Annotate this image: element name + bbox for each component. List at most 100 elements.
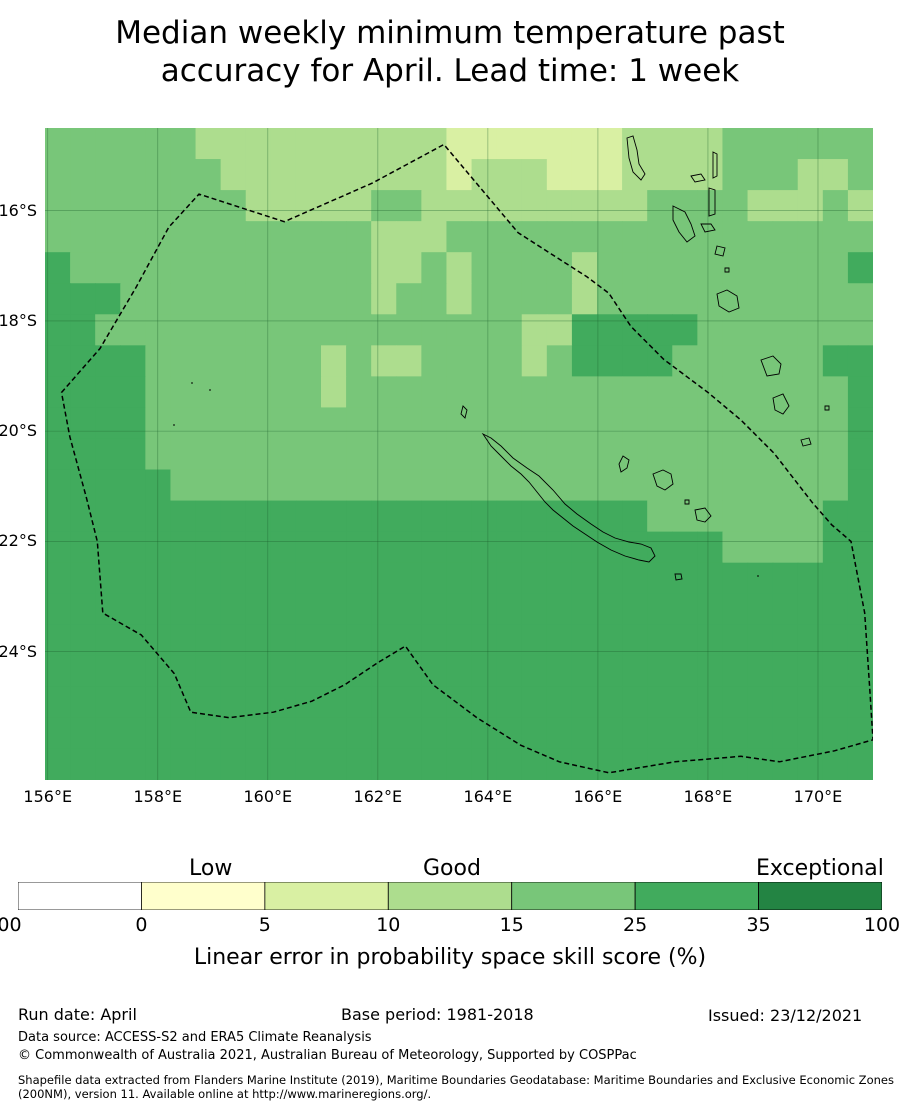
skill-cell <box>496 190 523 222</box>
skill-cell <box>95 686 121 719</box>
skill-cell <box>622 748 648 780</box>
colorbar-segment <box>264 882 389 910</box>
skill-cell <box>120 283 146 315</box>
skill-cell <box>722 531 749 564</box>
skill-cell <box>647 128 673 160</box>
skill-cell <box>546 717 573 750</box>
skill-cell <box>396 438 422 471</box>
skill-cell <box>195 686 222 719</box>
skill-cell <box>120 655 146 688</box>
skill-cell <box>847 748 873 780</box>
skill-cell <box>597 686 623 719</box>
skill-cell <box>597 159 623 191</box>
skill-cell <box>622 376 648 409</box>
skill-cell <box>772 717 799 750</box>
skill-cell <box>647 531 673 564</box>
skill-cell <box>772 500 799 533</box>
skill-cell <box>571 655 598 688</box>
colorbar <box>18 882 882 910</box>
skill-cell <box>722 345 749 377</box>
skill-cell <box>120 686 146 719</box>
skill-cell <box>270 252 297 284</box>
skill-cell <box>45 624 71 657</box>
skill-cell <box>295 190 322 222</box>
skill-cell <box>647 469 673 502</box>
skill-cell <box>70 345 96 377</box>
skill-cell <box>772 469 799 502</box>
skill-cell <box>421 407 448 440</box>
skill-cell <box>120 438 146 471</box>
skill-cell <box>697 748 724 780</box>
skill-cell <box>195 221 222 253</box>
skill-cell <box>847 345 873 377</box>
skill-cell <box>622 562 648 595</box>
skill-cell <box>145 655 172 688</box>
skill-cell <box>245 593 272 626</box>
skill-cell <box>446 686 473 719</box>
skill-cell <box>847 128 873 160</box>
skill-cell <box>722 748 749 780</box>
skill-cell <box>371 500 397 533</box>
skill-cell <box>847 593 873 626</box>
skill-cell <box>597 655 623 688</box>
skill-cell <box>521 686 548 719</box>
skill-cell <box>346 531 372 564</box>
skill-cell <box>95 469 121 502</box>
skill-cell <box>521 748 548 780</box>
skill-cell <box>471 190 498 222</box>
skill-cell <box>120 593 146 626</box>
skill-cell <box>471 159 498 191</box>
skill-cell <box>546 128 573 160</box>
skill-cell <box>521 407 548 440</box>
skill-cell <box>95 500 121 533</box>
skill-cell <box>295 283 322 315</box>
skill-cell <box>195 314 222 346</box>
skill-cell <box>45 407 71 440</box>
skill-cell <box>597 624 623 657</box>
longitude-label: 168°E <box>683 787 733 806</box>
skill-cell <box>521 593 548 626</box>
skill-cell <box>747 748 774 780</box>
skill-cell <box>521 159 548 191</box>
longitude-label: 158°E <box>133 787 183 806</box>
skill-cell <box>622 190 648 222</box>
skill-cell <box>270 748 297 780</box>
skill-cell <box>772 283 799 315</box>
skill-cell <box>647 159 673 191</box>
skill-cell <box>521 717 548 750</box>
skill-cell <box>270 438 297 471</box>
skill-cell <box>672 128 698 160</box>
skill-cell <box>622 345 648 377</box>
skill-cell <box>697 624 724 657</box>
longitude-label: 162°E <box>353 787 403 806</box>
skill-cell <box>446 221 473 253</box>
skill-cell <box>496 314 523 346</box>
skill-cell <box>747 190 774 222</box>
skill-cell <box>772 252 799 284</box>
skill-cell <box>471 438 498 471</box>
skill-cell <box>371 624 397 657</box>
skill-cell <box>847 717 873 750</box>
skill-cell <box>170 159 197 191</box>
skill-cell <box>822 686 849 719</box>
skill-cell <box>471 221 498 253</box>
skill-cell <box>647 686 673 719</box>
isle-of-pines-coastline <box>674 573 683 581</box>
skill-cell <box>70 655 96 688</box>
skill-cell <box>571 469 598 502</box>
skill-cell <box>421 252 448 284</box>
skill-cell <box>471 283 498 315</box>
skill-cell <box>597 407 623 440</box>
skill-cell <box>697 717 724 750</box>
skill-cell <box>822 624 849 657</box>
skill-cell <box>295 469 322 502</box>
skill-cell <box>672 686 698 719</box>
skill-cell <box>295 593 322 626</box>
skill-cell <box>145 500 172 533</box>
skill-cell <box>747 624 774 657</box>
skill-cell <box>797 531 824 564</box>
skill-cell <box>471 252 498 284</box>
skill-cell <box>797 314 824 346</box>
skill-cell <box>45 283 71 315</box>
skill-cell <box>295 624 322 657</box>
